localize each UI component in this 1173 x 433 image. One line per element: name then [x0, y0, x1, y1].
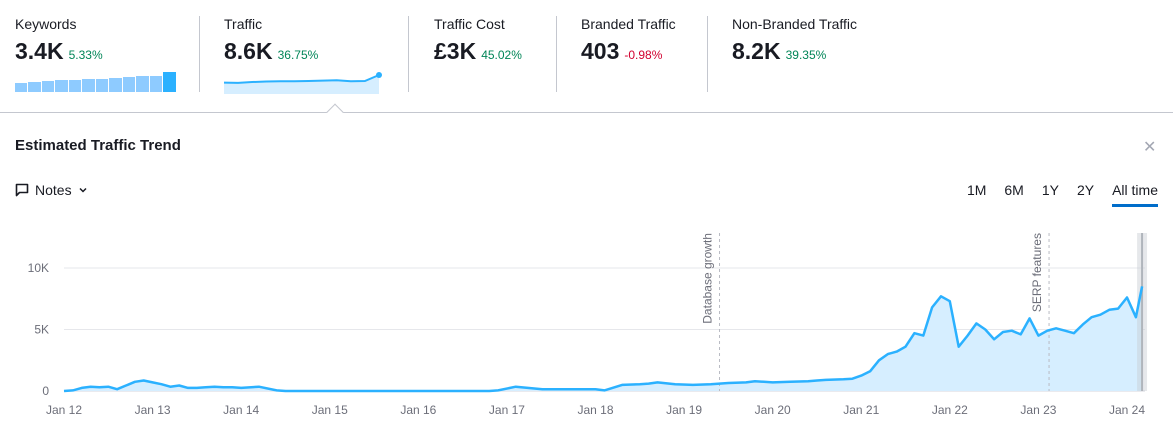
keyword-bar — [122, 76, 136, 92]
kpi-delta: -0.98% — [624, 48, 663, 62]
traffic-area — [64, 286, 1143, 391]
kpi-branded-traffic[interactable]: Branded Traffic 403 -0.98% — [581, 16, 676, 96]
kpi-delta: 36.75% — [277, 48, 319, 62]
tab-all-time[interactable]: All time — [1112, 182, 1158, 207]
x-tick-label: Jan 23 — [1020, 403, 1056, 417]
tab-1m[interactable]: 1M — [966, 182, 987, 198]
keyword-bar — [163, 72, 176, 92]
kpi-value: 8.6K — [224, 38, 273, 64]
divider — [408, 16, 409, 92]
kpi-value: 3.4K — [15, 38, 64, 64]
x-tick-label: Jan 13 — [135, 403, 171, 417]
traffic-line — [63, 286, 1144, 393]
kpi-label: Non-Branded Traffic — [732, 16, 858, 32]
keyword-bar — [68, 79, 82, 92]
x-tick-label: Jan 24 — [1109, 403, 1145, 417]
keyword-bar — [136, 75, 149, 92]
keywords-bar-sparkline — [15, 72, 176, 92]
kpi-traffic[interactable]: Traffic 8.6K 36.75% — [224, 16, 318, 96]
kpi-delta: 45.02% — [481, 48, 522, 62]
kpi-label: Keywords — [15, 16, 77, 32]
kpi-value: 8.2K — [732, 38, 781, 64]
panel-divider — [0, 112, 1173, 113]
x-tick-label: Jan 17 — [489, 403, 525, 417]
keyword-bar — [41, 81, 55, 92]
tab-6m[interactable]: 6M — [1004, 182, 1024, 198]
x-tick-label: Jan 16 — [400, 403, 436, 417]
x-tick-label: Jan 19 — [666, 403, 702, 417]
keyword-bar — [149, 75, 163, 92]
time-range-tabs: 1M 6M 1Y 2Y All time — [949, 182, 1158, 207]
kpi-value: 403 — [581, 38, 620, 64]
divider — [556, 16, 557, 92]
traffic-sparkline — [224, 72, 382, 94]
kpi-label: Branded Traffic — [581, 16, 676, 32]
x-tick-label: Jan 20 — [755, 403, 791, 417]
keyword-bar — [15, 83, 28, 92]
kpi-keywords[interactable]: Keywords 3.4K 5.33% — [15, 16, 103, 96]
x-tick-label: Jan 18 — [577, 403, 613, 417]
x-tick-label: Jan 12 — [46, 403, 82, 417]
y-tick-label: 10K — [28, 261, 49, 275]
keyword-bar — [55, 80, 68, 92]
x-tick-label: Jan 21 — [843, 403, 879, 417]
x-tick-label: Jan 15 — [312, 403, 348, 417]
kpi-label: Traffic — [224, 16, 263, 32]
chevron-down-icon — [79, 187, 87, 193]
tab-1y[interactable]: 1Y — [1041, 182, 1059, 198]
kpi-label: Traffic Cost — [434, 16, 505, 32]
y-tick-label: 5K — [34, 323, 49, 337]
notes-dropdown[interactable]: Notes — [15, 182, 94, 198]
notes-label: Notes — [35, 182, 72, 198]
kpi-delta: 5.33% — [68, 48, 103, 62]
tab-2y[interactable]: 2Y — [1076, 182, 1095, 198]
annotation-label: SERP features — [1030, 233, 1044, 312]
sparkline-area — [224, 75, 379, 94]
kpi-traffic-cost[interactable]: Traffic Cost £3K 45.02% — [434, 16, 522, 96]
kpi-non-branded-traffic[interactable]: Non-Branded Traffic 8.2K 39.35% — [732, 16, 857, 96]
keyword-bar — [109, 78, 122, 92]
close-icon[interactable]: ✕ — [1143, 139, 1157, 156]
x-tick-label: Jan 22 — [932, 403, 968, 417]
kpi-value: £3K — [434, 38, 477, 64]
sparkline-endpoint — [376, 72, 382, 78]
sparkline-line — [224, 74, 380, 84]
divider — [199, 16, 200, 92]
comment-icon — [15, 183, 29, 197]
keyword-bar — [95, 78, 109, 92]
annotation-label: Database growth — [701, 233, 715, 324]
keyword-bar — [28, 82, 41, 92]
divider — [707, 16, 708, 92]
kpi-summary: Keywords 3.4K 5.33% Traffic 8.6K 36.75% … — [0, 0, 1173, 112]
panel-title: Estimated Traffic Trend — [15, 137, 181, 154]
y-tick-label: 0 — [42, 384, 49, 398]
kpi-delta: 39.35% — [785, 48, 827, 62]
x-tick-label: Jan 14 — [223, 403, 259, 417]
keyword-bar — [82, 78, 95, 92]
